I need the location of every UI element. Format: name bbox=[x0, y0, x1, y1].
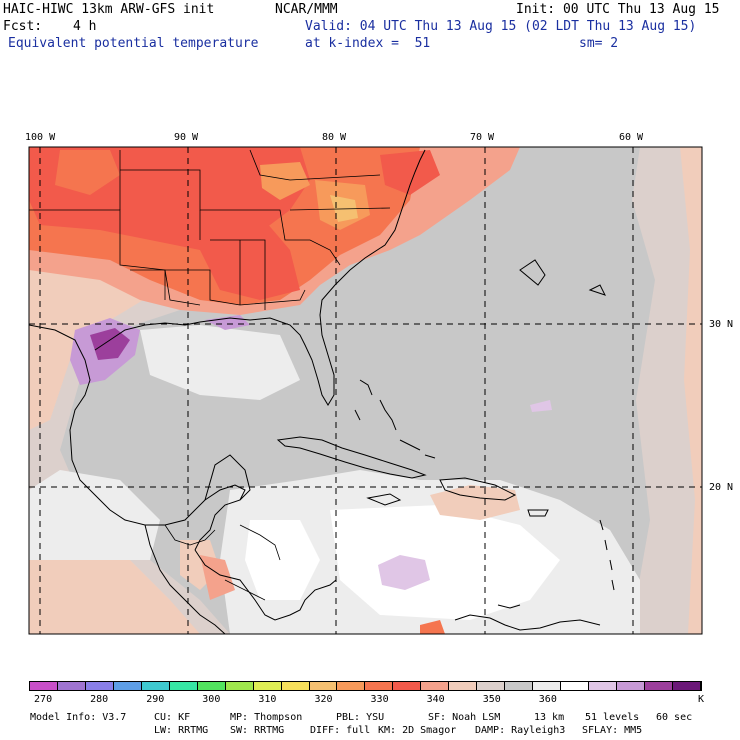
colorbar-swatch bbox=[57, 682, 86, 690]
footer-levels: 51 levels bbox=[585, 712, 640, 723]
colorbar-swatch bbox=[365, 682, 394, 690]
colorbar-tick-label: 300 bbox=[202, 694, 221, 705]
lon-label-90w: 90 W bbox=[174, 132, 199, 143]
colorbar-swatch bbox=[449, 682, 478, 690]
level-index: at k-index = 51 bbox=[305, 36, 431, 51]
colorbar-swatch bbox=[141, 682, 170, 690]
colorbar-swatch bbox=[281, 682, 310, 690]
colorbar-tick-label: 320 bbox=[314, 694, 333, 705]
colorbar-swatch bbox=[672, 682, 701, 690]
lat-label-20n: 20 N bbox=[709, 482, 734, 493]
smoothing-value: sm= 2 bbox=[579, 36, 619, 51]
footer-model-info: Model Info: V3.7 bbox=[30, 712, 127, 723]
footer-mp: MP: Thompson bbox=[230, 712, 303, 723]
colorbar-swatch bbox=[617, 682, 645, 690]
colorbar-tick-label: 310 bbox=[258, 694, 277, 705]
colorbar-swatch bbox=[421, 682, 450, 690]
forecast-label: Fcst: bbox=[3, 19, 43, 34]
colorbar-swatch bbox=[337, 682, 366, 690]
lat-label-30n: 30 N bbox=[709, 319, 734, 330]
colorbar-swatch bbox=[589, 682, 618, 690]
field-name: Equivalent potential temperature bbox=[8, 36, 259, 51]
colorbar-swatch bbox=[113, 682, 142, 690]
footer-sw: SW: RRTMG bbox=[230, 725, 285, 736]
colorbar-swatch bbox=[393, 682, 422, 690]
colorbar-tick-label: 340 bbox=[426, 694, 445, 705]
colorbar-swatch bbox=[533, 682, 562, 690]
footer-sf: SF: Noah LSM bbox=[428, 712, 501, 723]
colorbar-swatch bbox=[644, 682, 673, 690]
colorbar-swatch bbox=[85, 682, 114, 690]
footer-km: KM: 2D Smagor bbox=[378, 725, 457, 736]
model-title: HAIC-HIWC 13km ARW-GFS init bbox=[3, 2, 215, 17]
colorbar-ticks: 270 280 290 300 310 320 330 340 350 360 bbox=[0, 691, 740, 705]
colorbar-swatch bbox=[505, 682, 534, 690]
footer-sflay: SFLAY: MM5 bbox=[582, 725, 643, 736]
forecast-hours: 4 h bbox=[73, 19, 97, 34]
org-label: NCAR/MMM bbox=[275, 2, 338, 17]
colorbar-swatch bbox=[169, 682, 198, 690]
lon-label-100w: 100 W bbox=[25, 132, 56, 143]
footer-timestep: 60 sec bbox=[656, 712, 693, 723]
colorbar-swatch bbox=[561, 682, 590, 690]
footer-resolution: 13 km bbox=[534, 712, 565, 723]
colorbar-tick-label: 350 bbox=[482, 694, 501, 705]
colorbar-swatch bbox=[253, 682, 282, 690]
footer-cu: CU: KF bbox=[154, 712, 191, 723]
colorbar-tick-label: 360 bbox=[538, 694, 557, 705]
lon-label-80w: 80 W bbox=[322, 132, 347, 143]
footer-damp: DAMP: Rayleigh3 bbox=[475, 725, 566, 736]
colorbar-tick-label: 280 bbox=[90, 694, 109, 705]
footer-lw: LW: RRTMG bbox=[154, 725, 209, 736]
valid-time: Valid: 04 UTC Thu 13 Aug 15 (02 LDT Thu … bbox=[305, 19, 697, 34]
init-time: Init: 00 UTC Thu 13 Aug 15 bbox=[516, 2, 720, 17]
colorbar-tick-label: 270 bbox=[34, 694, 53, 705]
colorbar-swatch bbox=[197, 682, 226, 690]
colorbar-swatch bbox=[30, 682, 58, 690]
colorbar-tick-label: 290 bbox=[146, 694, 165, 705]
colorbar-unit: K bbox=[698, 694, 705, 705]
colorbar-swatch bbox=[225, 682, 254, 690]
footer-diff: DIFF: full bbox=[310, 725, 371, 736]
lon-label-60w: 60 W bbox=[619, 132, 644, 143]
lon-label-70w: 70 W bbox=[470, 132, 495, 143]
colorbar bbox=[29, 681, 702, 691]
colorbar-swatch bbox=[477, 682, 506, 690]
footer-pbl: PBL: YSU bbox=[336, 712, 385, 723]
colorbar-swatch bbox=[309, 682, 338, 690]
colorbar-tick-label: 330 bbox=[370, 694, 389, 705]
